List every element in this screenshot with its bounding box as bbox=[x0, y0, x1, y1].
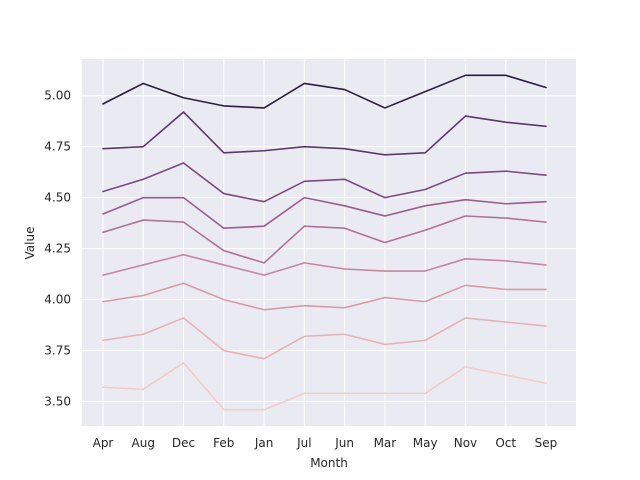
x-tick-label: Sep bbox=[535, 436, 558, 450]
x-axis-label: Month bbox=[310, 456, 348, 470]
x-tick-label: Jan bbox=[254, 436, 274, 450]
x-tick-label: Jul bbox=[296, 436, 311, 450]
y-tick-label: 4.75 bbox=[44, 140, 71, 154]
series-line-8 bbox=[102, 111, 547, 156]
series-line-2 bbox=[102, 317, 547, 360]
y-tick-label: 3.50 bbox=[44, 395, 71, 409]
y-axis-label: Value bbox=[23, 227, 37, 260]
x-tick-label: Dec bbox=[172, 436, 195, 450]
series-line-6 bbox=[102, 196, 547, 230]
y-tick-label: 5.00 bbox=[44, 89, 71, 103]
x-tick-label: Nov bbox=[454, 436, 477, 450]
y-tick-label: 4.25 bbox=[44, 242, 71, 256]
x-tick-label: Aug bbox=[132, 436, 155, 450]
x-tick-label: Apr bbox=[93, 436, 114, 450]
x-tick-label: May bbox=[413, 436, 438, 450]
x-tick-label: Jun bbox=[334, 436, 354, 450]
x-tick-labels: Apr Aug Dec Feb Jan Jul Jun Mar May Nov Oct Sep bbox=[93, 436, 558, 450]
y-tick-label: 3.75 bbox=[44, 344, 71, 358]
x-tick-label: Mar bbox=[374, 436, 397, 450]
series-line-7 bbox=[102, 162, 547, 203]
series-line-9 bbox=[102, 74, 547, 109]
series-line-1 bbox=[102, 361, 547, 411]
x-tick-label: Oct bbox=[495, 436, 516, 450]
gridlines bbox=[82, 59, 576, 426]
y-tick-label: 4.50 bbox=[44, 191, 71, 205]
series-lines bbox=[102, 74, 547, 411]
series-line-4 bbox=[102, 253, 547, 276]
series-line-3 bbox=[102, 282, 547, 311]
series-line-5 bbox=[102, 215, 547, 264]
y-tick-label: 4.00 bbox=[44, 293, 71, 307]
y-tick-labels: 3.50 3.75 4.00 4.25 4.50 4.75 5.00 bbox=[44, 89, 71, 409]
x-tick-label: Feb bbox=[213, 436, 234, 450]
plot-background bbox=[82, 59, 576, 426]
